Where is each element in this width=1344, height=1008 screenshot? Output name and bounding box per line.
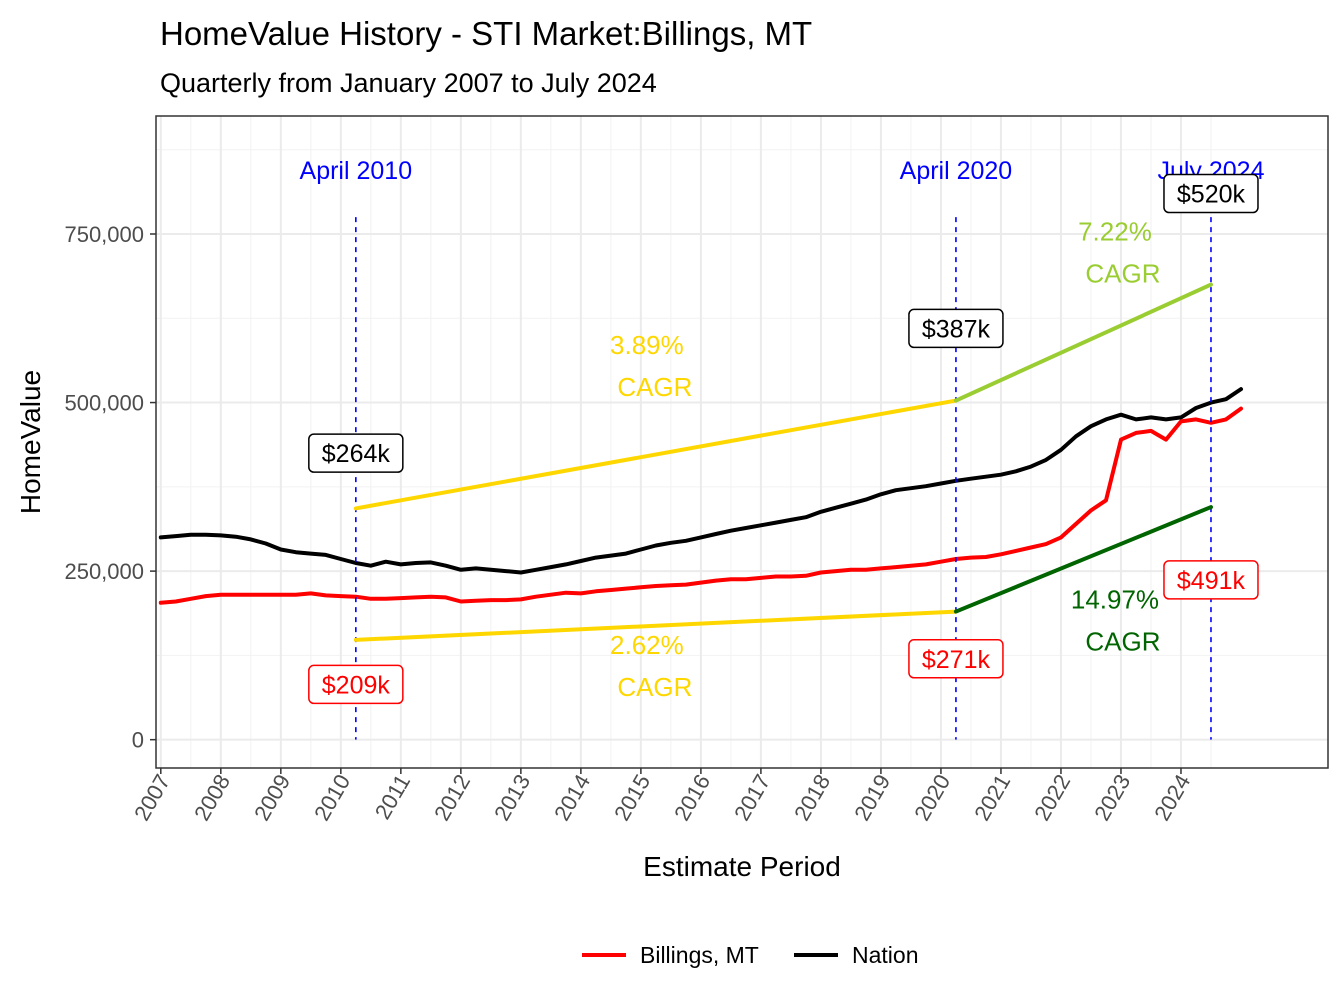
x-tick-label: 2019 [849,770,895,825]
gridlines [156,116,1328,768]
value-label: $271k [922,646,991,674]
series-line [158,387,1243,575]
x-axis-title: Estimate Period [643,851,841,882]
plot-border [155,115,1329,769]
value-label: $209k [322,671,391,699]
cagr-segment [353,398,958,511]
value-label-box [308,433,404,473]
legend-billings-label: Billings, MT [640,942,759,968]
x-tick-label: 2014 [549,770,595,825]
cagr-word: CAGR [617,372,692,402]
cagr-segment [953,505,1213,614]
x-tick-label: 2017 [729,770,775,825]
cagr-word: CAGR [617,672,692,702]
legend-nation-label: Nation [852,942,918,968]
event-label: April 2010 [300,157,413,185]
cagr-percent: 2.62% [610,630,684,660]
x-tick-label: 2016 [669,770,715,825]
y-tick-label: 0 [132,728,144,753]
x-tick-label: 2020 [909,770,955,825]
x-tick-label: 2008 [189,770,235,825]
x-tick-label: 2010 [309,770,355,825]
cagr-word: CAGR [1085,259,1160,289]
x-tick-label: 2018 [789,770,835,825]
x-tick-label: 2015 [609,770,655,825]
legend: Billings, MT Nation [582,942,918,968]
x-tick-label: 2012 [429,770,475,825]
value-label-box [908,639,1004,679]
value-label-box [908,308,1004,349]
x-tick-label: 2021 [969,770,1015,825]
cagr-percent: 14.97% [1071,585,1159,615]
value-label-box [1163,173,1259,214]
value-label-box [308,664,404,705]
y-axis-title: HomeValue [15,370,46,514]
event-label: April 2020 [900,157,1013,185]
x-tick-label: 2024 [1149,770,1195,825]
value-label: $491k [1177,567,1246,595]
series-line [158,406,1243,605]
chart-title: HomeValue History - STI Market:Billings,… [160,15,812,52]
y-tick-label: 250,000 [64,559,144,584]
series-lines [158,387,1243,605]
x-tick-label: 2009 [249,770,295,825]
x-tick-label: 2007 [129,770,175,825]
x-tick-label: 2023 [1089,770,1135,825]
cagr-segment [353,609,958,642]
cagr-segment [953,282,1213,403]
cagr-percent: 7.22% [1078,217,1152,247]
x-tick-label: 2013 [489,770,535,825]
cagr-percent: 3.89% [610,330,684,360]
y-tick-label: 750,000 [64,222,144,247]
value-label: $387k [922,315,991,343]
x-tick-label: 2022 [1029,770,1075,825]
cagr-overlays: April 2010 April 2020 July 20243.89%CAGR7.… [300,157,1265,740]
chart-subtitle: Quarterly from January 2007 to July 2024 [160,68,657,98]
y-tick-label: 500,000 [64,391,144,416]
x-tick-label: 2011 [370,770,415,823]
value-label-box [1163,560,1259,600]
value-label: $520k [1177,181,1246,209]
cagr-word: CAGR [1085,627,1160,657]
value-label: $264k [322,440,391,468]
